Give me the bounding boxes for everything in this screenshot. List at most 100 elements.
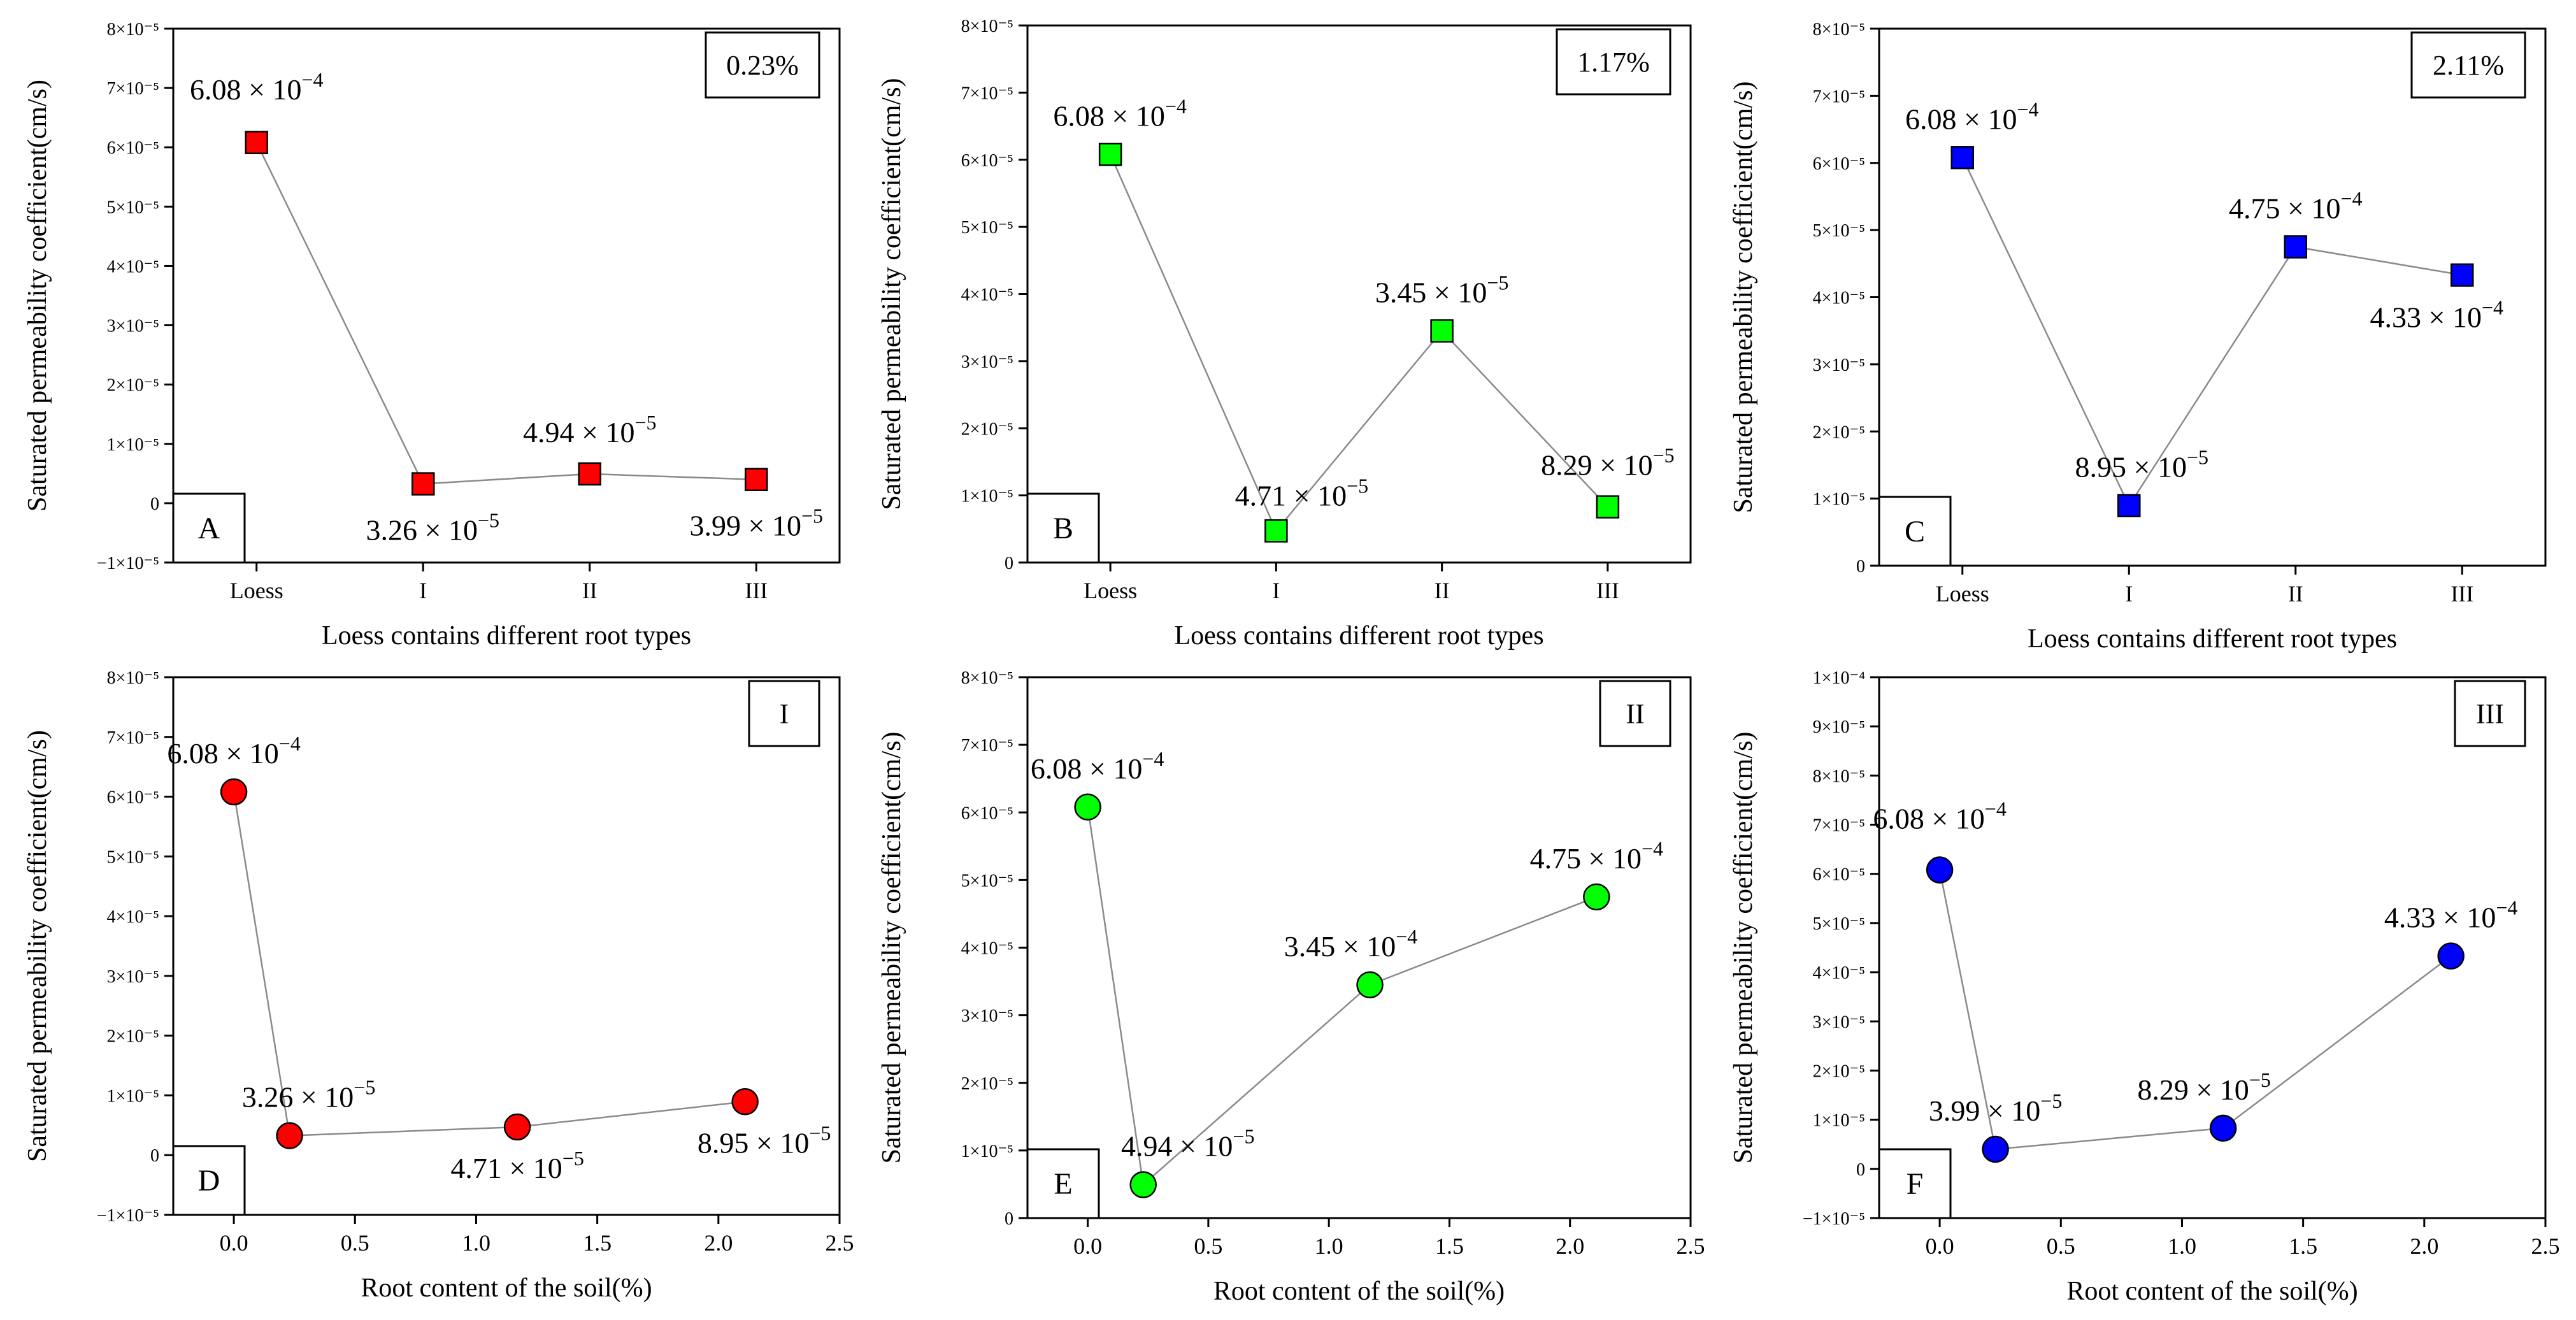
- data-label-base: × 10: [2280, 192, 2341, 224]
- data-label-mantissa: 4.94: [523, 416, 575, 448]
- data-label-base: × 10: [1581, 842, 1642, 875]
- data-label-exponent: −5: [634, 411, 656, 434]
- data-label: 4.33 × 10−4: [2384, 896, 2518, 934]
- data-label-mantissa: 8.29: [1541, 449, 1592, 482]
- panel-letter: B: [1053, 512, 1073, 545]
- panel-letter: F: [1907, 1167, 1924, 1201]
- data-label-mantissa: 4.94: [1121, 1130, 1173, 1163]
- data-label: 6.08 × 10−4: [1031, 747, 1164, 785]
- data-label-exponent: −4: [2340, 187, 2362, 210]
- data-point: [1596, 495, 1620, 519]
- data-label-exponent: −4: [279, 732, 301, 755]
- data-point: [411, 472, 435, 496]
- plot-frame: [1878, 676, 2547, 1219]
- y-tick-label: 0: [1856, 1160, 1865, 1180]
- data-label: 4.75 × 10−4: [1530, 837, 1664, 875]
- x-tick-label: III: [745, 578, 768, 603]
- x-tick-label: 0.0: [1073, 1233, 1102, 1259]
- y-tick-label: 1×10⁻⁵: [107, 1086, 159, 1106]
- y-tick-label: 6×10⁻⁵: [961, 803, 1013, 823]
- x-axis-label: Loess contains different root types: [1174, 621, 1543, 650]
- x-tick-label: 2.5: [1677, 1233, 1705, 1259]
- data-label-exponent: −5: [562, 1147, 584, 1170]
- panel-letter-box: [172, 492, 246, 564]
- data-label-exponent: −5: [354, 1076, 375, 1099]
- y-tick-label: 8×10⁻⁵: [1813, 20, 1865, 39]
- x-tick-label: 2.0: [1556, 1233, 1584, 1259]
- data-label-exponent: −5: [1653, 444, 1675, 467]
- data-label-exponent: −4: [301, 68, 323, 91]
- y-tick-label: 7×10⁻⁵: [107, 79, 159, 99]
- y-tick-label: 6×10⁻⁵: [1813, 865, 1865, 885]
- panel-annotation-box: [2454, 680, 2526, 747]
- series-line: [1961, 157, 2463, 508]
- data-label: 8.95 × 10−5: [2075, 446, 2209, 484]
- y-axis-label: Saturated permeability coefficient(cm/s): [1729, 732, 1758, 1164]
- data-label: 4.71 × 10−5: [1235, 474, 1369, 512]
- data-label-mantissa: 4.71: [450, 1152, 502, 1184]
- data-label: 3.26 × 10−5: [366, 509, 500, 547]
- data-label: 6.08 × 10−4: [190, 68, 324, 106]
- data-label-mantissa: 6.08: [1905, 103, 1957, 135]
- data-label-mantissa: 4.33: [2370, 301, 2422, 334]
- x-tick-label: II: [582, 578, 597, 603]
- data-label-exponent: −5: [2187, 446, 2208, 469]
- y-tick-label: 5×10⁻⁵: [107, 197, 159, 217]
- series-line: [1109, 154, 1608, 533]
- y-tick-label: 3×10⁻⁵: [1813, 355, 1865, 375]
- y-tick-label: 8×10⁻⁵: [107, 668, 159, 688]
- data-label: 3.99 × 10−5: [1929, 1089, 2063, 1127]
- y-tick-label: 1×10⁻⁵: [1813, 1111, 1865, 1131]
- y-tick-label: 5×10⁻⁵: [107, 847, 159, 867]
- x-tick-label: I: [1272, 578, 1280, 603]
- data-point: [2209, 1114, 2237, 1142]
- y-tick-label: 8×10⁻⁵: [1813, 766, 1865, 786]
- y-tick-label: 2×10⁻⁵: [1813, 422, 1865, 442]
- y-tick-label: 2×10⁻⁵: [961, 1074, 1013, 1094]
- y-tick-label: 5×10⁻⁵: [961, 871, 1013, 891]
- panel-letter-box: [172, 1145, 246, 1216]
- data-point: [1583, 883, 1610, 911]
- data-label-mantissa: 6.08: [190, 73, 241, 106]
- panel-letter: D: [198, 1164, 220, 1198]
- data-label-base: × 10: [1426, 276, 1487, 308]
- data-label-base: × 10: [502, 1152, 562, 1184]
- data-label-base: × 10: [575, 416, 635, 448]
- panel-letter-box: [1878, 496, 1952, 567]
- data-label-mantissa: 8.95: [698, 1126, 749, 1159]
- panel-annotation-box: [748, 680, 820, 747]
- panel-letter-box: [1026, 492, 1100, 564]
- panel-annotation-label: III: [2476, 698, 2504, 729]
- y-tick-label: 1×10⁻⁵: [107, 435, 159, 455]
- x-tick-label: 0.0: [1926, 1233, 1954, 1259]
- x-axis-label: Root content of the soil(%): [1213, 1277, 1505, 1306]
- data-label: 3.45 × 10−4: [1284, 925, 1418, 963]
- data-label-exponent: −5: [2040, 1089, 2062, 1112]
- x-tick-label: 0.5: [1194, 1233, 1222, 1259]
- x-tick-label: I: [2125, 581, 2133, 606]
- chart-panel-c: 0 1×10⁻⁵ 2×10⁻⁵ 3×10⁻⁵ 4×10⁻⁵ 5×10⁻⁵ 6×10⁻⁵ 7×1…: [1729, 20, 2547, 654]
- data-label: 6.08 × 10−4: [1905, 97, 2039, 135]
- data-label-base: × 10: [2189, 1073, 2249, 1106]
- data-point: [245, 131, 268, 155]
- y-tick-label: −1×10⁻⁵: [97, 554, 159, 573]
- data-label-exponent: −4: [2496, 896, 2517, 919]
- x-tick-label: 1.0: [2168, 1233, 2196, 1259]
- x-tick-label: III: [1596, 578, 1619, 603]
- data-label-base: × 10: [293, 1081, 354, 1114]
- panel-letter: E: [1054, 1167, 1072, 1201]
- x-tick-label: 2.5: [2531, 1233, 2560, 1259]
- data-label-mantissa: 3.45: [1284, 930, 1336, 963]
- data-label-mantissa: 3.26: [366, 514, 418, 547]
- y-axis-label: Saturated permeability coefficient(cm/s): [877, 78, 906, 510]
- data-label-base: × 10: [2126, 451, 2187, 484]
- chart-panel-e: 0 1×10⁻⁵ 2×10⁻⁵ 3×10⁻⁵ 4×10⁻⁵ 5×10⁻⁵ 6×10⁻⁵ 7×1…: [877, 668, 1705, 1306]
- panel-annotation-label: I: [780, 698, 789, 729]
- y-axis-label: Saturated permeability coefficient(cm/s): [877, 732, 906, 1164]
- data-point: [276, 1122, 303, 1149]
- x-tick-label: 1.0: [1315, 1233, 1343, 1259]
- data-point: [220, 778, 248, 806]
- data-label-base: × 10: [1592, 449, 1653, 482]
- y-tick-label: 4×10⁻⁵: [1813, 289, 1865, 308]
- y-tick-label: 2×10⁻⁵: [961, 419, 1013, 439]
